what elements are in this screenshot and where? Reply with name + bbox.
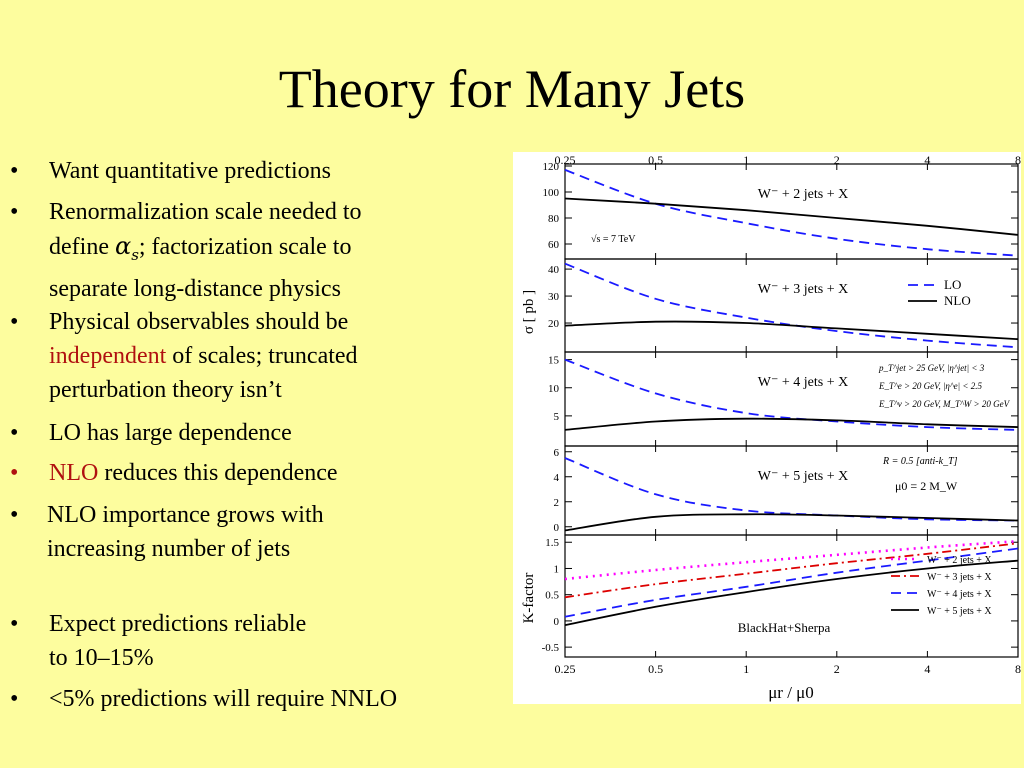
y-tick-label: 0.5 bbox=[545, 590, 559, 602]
k-legend-label: W⁻ + 2 jets + X bbox=[927, 555, 992, 566]
bullet-text: Renormalization scale needed to define α… bbox=[49, 199, 362, 302]
bullet-dot: • bbox=[10, 502, 19, 528]
legend-lo-label: LO bbox=[944, 277, 961, 292]
bullet-dot: • bbox=[10, 309, 19, 335]
x-tick-label-top: 4 bbox=[924, 153, 930, 167]
x-tick-label-bottom: 1 bbox=[743, 662, 749, 676]
lo-series-line bbox=[564, 457, 1019, 522]
y-tick-label: 1 bbox=[554, 563, 560, 575]
panel-label: W⁻ + 4 jets + X bbox=[758, 375, 848, 390]
highlight-nlo: NLO bbox=[49, 460, 99, 486]
nlo-series-line bbox=[564, 320, 1019, 341]
jet-algorithm-note: R = 0.5 [anti-k_T] bbox=[882, 456, 958, 467]
x-tick-label-bottom: 8 bbox=[1015, 662, 1021, 676]
lo-series-line bbox=[564, 358, 1019, 431]
kinematic-cut-text: E_T^ν > 20 GeV, M_T^W > 20 GeV bbox=[878, 399, 1011, 409]
bullet-text: Physical observables should be independe… bbox=[49, 309, 358, 403]
panel-frame bbox=[564, 534, 1019, 658]
y-tick-label: 0 bbox=[554, 522, 560, 534]
y-tick-label: 120 bbox=[543, 161, 560, 173]
x-tick-label-bottom: 2 bbox=[834, 662, 840, 676]
x-tick-label-bottom: 0.25 bbox=[555, 662, 576, 676]
scale-dependence-figure: 0.25 0.25 0.5 0.5 1 1 2 2 4 4 8 8 120 100 80 60 W⁻ + 2 j… bbox=[513, 152, 1021, 704]
bullet-dot: • bbox=[10, 460, 19, 486]
nlo-series-line bbox=[564, 197, 1019, 236]
x-tick-label-top: 2 bbox=[834, 153, 840, 167]
bullet-text: NLO reduces this dependence bbox=[49, 460, 338, 486]
nlo-series-line bbox=[564, 417, 1019, 431]
k-factor-line bbox=[564, 542, 1019, 599]
lo-series-line bbox=[564, 169, 1019, 257]
x-tick-label-top: 1 bbox=[743, 153, 749, 167]
y-tick-label: 10 bbox=[548, 383, 560, 395]
x-tick-label-top: 0.5 bbox=[648, 153, 663, 167]
legend-nlo-label: NLO bbox=[944, 293, 971, 308]
slide-title: Theory for Many Jets bbox=[278, 59, 746, 119]
y-tick-label: 1.5 bbox=[545, 537, 559, 549]
sqrt-s-note: √s = 7 TeV bbox=[591, 234, 636, 245]
y-tick-label: 5 bbox=[554, 411, 560, 423]
y-tick-label: 4 bbox=[554, 472, 560, 484]
x-tick-label-bottom: 4 bbox=[924, 662, 930, 676]
bullet-dot: • bbox=[10, 199, 19, 225]
bullet-dot: • bbox=[10, 420, 19, 446]
y-tick-label: 40 bbox=[548, 264, 560, 276]
y-tick-label: 80 bbox=[548, 213, 560, 225]
k-factor-line bbox=[564, 547, 1019, 618]
y-tick-label: 0 bbox=[554, 616, 560, 628]
alpha-s-symbol: αs bbox=[114, 232, 139, 264]
panel-label: W⁻ + 5 jets + X bbox=[758, 469, 848, 484]
y-axis-label-cross-section: σ [ pb ] bbox=[521, 290, 537, 334]
y-tick-label: 20 bbox=[548, 318, 560, 330]
y-tick-label: 2 bbox=[554, 497, 560, 509]
y-tick-label: 100 bbox=[543, 187, 560, 199]
k-legend-label: W⁻ + 3 jets + X bbox=[927, 572, 992, 583]
bullet-text: Expect predictions reliable to 10–15% bbox=[49, 611, 307, 671]
y-tick-label: 6 bbox=[554, 447, 560, 459]
y-tick-label: -0.5 bbox=[542, 642, 560, 654]
x-axis-label: μr / μ0 bbox=[768, 683, 814, 702]
mu0-note: μ0 = 2 M_W bbox=[895, 479, 958, 493]
y-tick-label: 30 bbox=[548, 291, 560, 303]
k-factor-line bbox=[564, 559, 1019, 626]
lo-series-line bbox=[564, 262, 1019, 349]
bullet-dot: • bbox=[10, 158, 19, 184]
y-tick-label: 60 bbox=[548, 239, 560, 251]
k-legend-label: W⁻ + 5 jets + X bbox=[927, 606, 992, 617]
highlight-independent: independent bbox=[49, 343, 167, 369]
y-axis-label-k-factor: K-factor bbox=[521, 573, 537, 624]
bullet-text: Want quantitative predictions bbox=[49, 158, 331, 184]
nlo-series-line bbox=[564, 513, 1019, 532]
x-tick-label-top: 0.25 bbox=[555, 153, 576, 167]
blackhat-sherpa-label: BlackHat+Sherpa bbox=[738, 620, 831, 635]
kinematic-cut-text: E_T^e > 20 GeV, |η^e| < 2.5 bbox=[878, 381, 982, 391]
x-tick-label-bottom: 0.5 bbox=[648, 662, 663, 676]
bullet-text: <5% predictions will require NNLO bbox=[49, 686, 398, 712]
y-tick-label: 15 bbox=[548, 355, 560, 367]
bullet-text: NLO importance grows with increasing num… bbox=[47, 502, 324, 562]
x-tick-label-top: 8 bbox=[1015, 153, 1021, 167]
bullet-text: LO has large dependence bbox=[49, 420, 292, 446]
panel-label: W⁻ + 2 jets + X bbox=[758, 187, 848, 202]
bullet-dot: • bbox=[10, 611, 19, 637]
kinematic-cut-text: p_T^jet > 25 GeV, |η^jet| < 3 bbox=[878, 363, 985, 373]
bullet-dot: • bbox=[10, 686, 19, 712]
k-legend-label: W⁻ + 4 jets + X bbox=[927, 589, 992, 600]
panel-label: W⁻ + 3 jets + X bbox=[758, 282, 848, 297]
